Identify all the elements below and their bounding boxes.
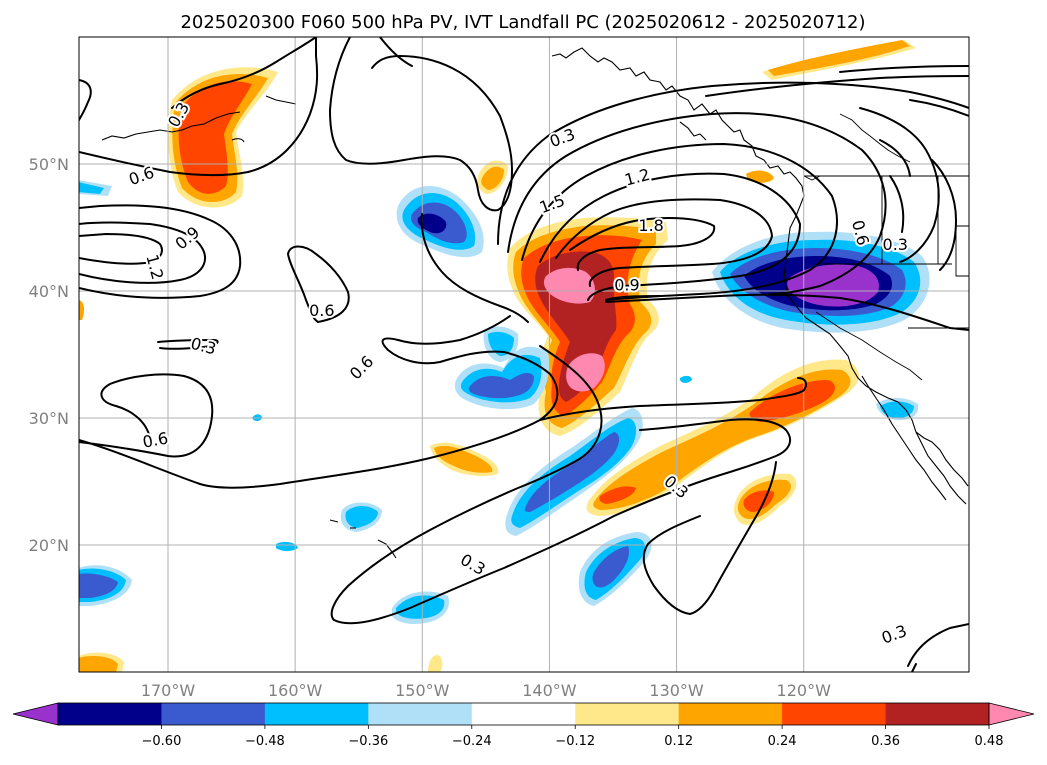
map-title: 2025020300 F060 500 hPa PV, IVT Landfall… [180,12,865,33]
colorbar-swatch [782,703,887,725]
lat-tick-label: 40°N [29,282,69,301]
latitude-tick-labels: 50°N 40°N 30°N 20°N [29,155,69,555]
colorbar-swatch [161,703,266,725]
contour-label: 1.8 [638,216,663,235]
colorbar-swatch [471,703,576,725]
contour-label: 0.3 [883,235,908,254]
lat-tick-label: 30°N [29,409,69,428]
colorbar: −0.60 −0.48 −0.36 −0.24 −0.12 0.12 0.24 0.36 0.4… [12,702,1035,749]
ivt-shading [79,40,930,672]
colorbar-tick-label: 0.36 [871,734,900,749]
colorbar-tick-label: −0.24 [452,734,492,749]
map-panel: 0.30.60.91.20.60.30.60.60.31.21.51.80.90… [79,37,969,672]
lon-tick-label: 170°W [141,681,196,700]
colorbar-swatch [678,703,783,725]
colorbar-tick-label: −0.12 [555,734,595,749]
coastlines [101,47,969,559]
lon-tick-label: 140°W [522,681,577,700]
colorbar-swatch [885,703,990,725]
lat-tick-label: 20°N [29,536,69,555]
gridlines [79,37,969,672]
lat-tick-label: 50°N [29,155,69,174]
colorbar-tick-label: 0.12 [664,734,693,749]
lon-tick-label: 150°W [395,681,450,700]
colorbar-tick-label: −0.60 [142,734,182,749]
colorbar-swatch [58,703,162,725]
colorbar-extend-min [12,702,59,726]
map-frame [78,36,970,673]
colorbar-tick-label: 0.48 [975,734,1004,749]
colorbar-swatch [368,703,473,725]
colorbar-tick-label: 0.24 [768,734,797,749]
longitude-tick-labels: 170°W 160°W 150°W 140°W 130°W 120°W [141,681,831,700]
colorbar-extend-max [988,702,1035,726]
lon-tick-label: 130°W [649,681,704,700]
colorbar-swatch [264,703,369,725]
lon-tick-label: 120°W [777,681,832,700]
colorbar-frame [57,702,990,726]
pv-contours [79,37,969,672]
colorbar-tick-label: −0.48 [245,734,285,749]
lon-tick-label: 160°W [268,681,323,700]
colorbar-swatch [575,703,680,725]
contour-label: 0.6 [309,301,334,320]
colorbar-tick-label: −0.36 [348,734,388,749]
contour-label: 0.9 [614,276,639,295]
